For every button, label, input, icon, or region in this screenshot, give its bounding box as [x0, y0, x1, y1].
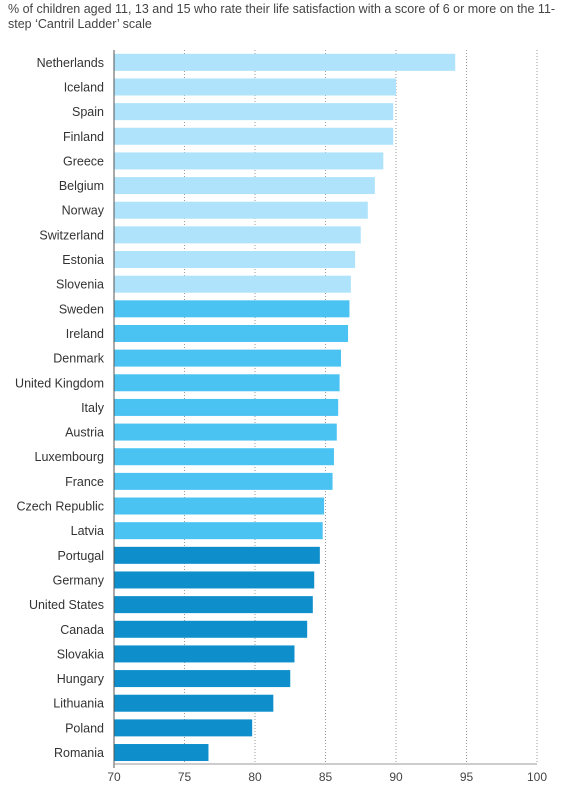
category-label: Sweden: [59, 302, 104, 316]
bar: [114, 374, 340, 392]
bar: [114, 497, 325, 515]
category-label: United Kingdom: [15, 376, 104, 390]
bar: [114, 620, 308, 638]
bar: [114, 744, 209, 762]
category-label: Denmark: [53, 352, 104, 366]
bar: [114, 152, 384, 170]
bar: [114, 522, 323, 540]
category-label: Lithuania: [53, 697, 104, 711]
category-label: Romania: [54, 746, 104, 760]
bar: [114, 719, 253, 737]
category-label: Luxembourg: [35, 450, 105, 464]
category-label: Ireland: [66, 327, 104, 341]
bar: [114, 177, 375, 195]
category-label: Austria: [65, 426, 104, 440]
category-label: Italy: [81, 401, 105, 415]
category-label: Iceland: [64, 80, 104, 94]
category-label: Canada: [60, 623, 104, 637]
bar: [114, 670, 291, 688]
bar: [114, 127, 394, 145]
x-tick-label: 80: [248, 770, 262, 784]
category-label: Portugal: [57, 549, 104, 563]
chart-title: % of children aged 11, 13 and 15 who rat…: [8, 2, 556, 31]
bar: [114, 226, 361, 244]
bar: [114, 423, 337, 441]
x-tick-label: 75: [178, 770, 192, 784]
bar: [114, 78, 396, 96]
bar: [114, 645, 295, 663]
category-label: Greece: [63, 154, 104, 168]
bar: [114, 103, 394, 121]
category-label: Netherlands: [37, 56, 104, 70]
category-label: France: [65, 475, 104, 489]
bar: [114, 300, 350, 318]
category-label: Germany: [53, 573, 105, 587]
category-label: Slovenia: [56, 278, 104, 292]
bar: [114, 448, 334, 466]
bar: [114, 694, 274, 712]
category-label: Hungary: [57, 672, 105, 686]
bar: [114, 571, 315, 589]
x-tick-label: 100: [527, 770, 547, 784]
bar: [114, 324, 349, 342]
bar: [114, 546, 320, 564]
category-label: Switzerland: [39, 228, 104, 242]
bar: [114, 596, 313, 614]
bar: [114, 398, 339, 416]
category-label: Latvia: [71, 524, 104, 538]
category-label: Slovakia: [57, 647, 104, 661]
category-label: Finland: [63, 130, 104, 144]
bar: [114, 349, 342, 367]
bar: [114, 201, 368, 219]
category-label: Estonia: [62, 253, 104, 267]
bar: [114, 275, 351, 293]
bar: [114, 53, 456, 71]
category-label: Spain: [72, 105, 104, 119]
category-label: Norway: [62, 204, 105, 218]
bar: [114, 251, 356, 269]
bar: [114, 472, 333, 490]
x-tick-label: 95: [460, 770, 474, 784]
category-label: Belgium: [59, 179, 104, 193]
category-label: Czech Republic: [16, 500, 104, 514]
category-label: Poland: [65, 721, 104, 735]
category-label: United States: [29, 598, 104, 612]
x-tick-label: 85: [319, 770, 333, 784]
x-tick-label: 90: [389, 770, 403, 784]
x-tick-label: 70: [107, 770, 121, 784]
